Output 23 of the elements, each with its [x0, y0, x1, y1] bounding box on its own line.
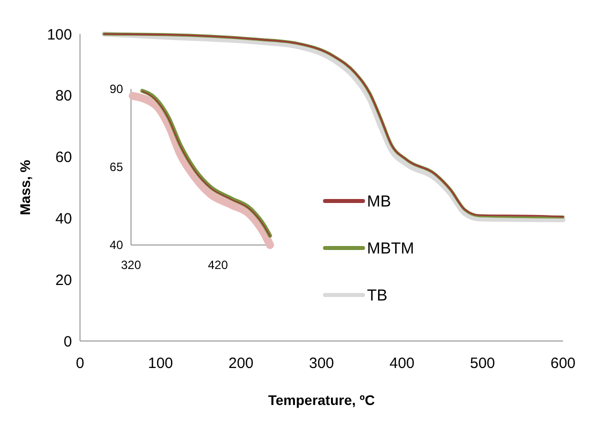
x-tick-label: 600 [550, 355, 576, 372]
y-tick-label: 0 [64, 333, 72, 350]
y-tick-label: 60 [55, 149, 72, 166]
x-tick-label: 500 [470, 355, 496, 372]
legend-label: TB [367, 288, 388, 305]
y-tick-label: 40 [55, 210, 72, 228]
legend-label: MB [367, 194, 391, 211]
x-tick-label: 100 [148, 355, 174, 372]
x-tick-label: 0 [76, 355, 84, 372]
x-tick-label: 420 [208, 258, 228, 272]
y-axis-title: Mass, % [17, 159, 33, 216]
x-axis-title: Temperature, ºC [268, 392, 375, 408]
y-tick-label: 20 [55, 272, 72, 289]
y-tick-label: 40 [110, 238, 124, 252]
x-tick-label: 320 [120, 258, 142, 272]
y-tick-label: 65 [110, 160, 124, 174]
y-tick-label: 100 [46, 26, 72, 44]
x-tick-label: 300 [308, 355, 334, 372]
x-tick-label: 200 [228, 355, 254, 372]
x-tick-label: 400 [389, 355, 415, 372]
legend-label: MBTM [367, 240, 414, 258]
y-tick-label: 90 [110, 82, 124, 96]
y-tick-label: 80 [55, 88, 72, 105]
